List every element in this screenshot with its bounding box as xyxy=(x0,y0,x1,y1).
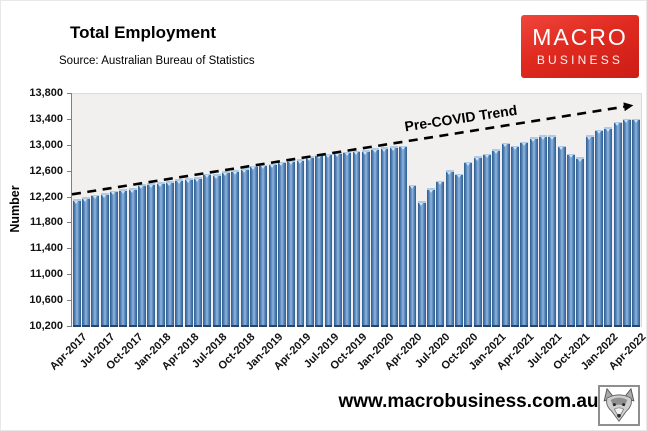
y-tick-label: 13,800 xyxy=(29,87,63,99)
bar-May-2020 xyxy=(417,201,426,327)
y-tick-label: 11,000 xyxy=(29,268,63,281)
bar-Mar-2018 xyxy=(175,179,184,327)
bar-Apr-2019 xyxy=(296,159,305,327)
bar-Feb-2018 xyxy=(165,181,174,327)
footer-url: www.macrobusiness.com.au xyxy=(338,391,599,412)
y-tick-label: 13,400 xyxy=(29,112,63,125)
bar-Feb-2021 xyxy=(501,142,510,327)
bar-Oct-2021 xyxy=(576,157,585,327)
fox-icon xyxy=(603,387,635,423)
bar-Apr-2020 xyxy=(408,184,417,327)
bar-May-2017 xyxy=(82,197,90,327)
bar-Sep-2018 xyxy=(231,170,240,327)
bar-Apr-2021 xyxy=(520,141,529,327)
y-tick-mark xyxy=(67,196,72,198)
bar-Mar-2020 xyxy=(399,145,408,327)
bar-Jun-2018 xyxy=(203,173,212,327)
fox-logo xyxy=(598,385,640,426)
bar-Jan-2021 xyxy=(492,149,501,327)
bar-Dec-2021 xyxy=(595,129,603,327)
bar-Nov-2017 xyxy=(137,184,146,327)
bar-Jul-2021 xyxy=(548,135,557,327)
y-tick-mark xyxy=(67,274,72,276)
bar-Nov-2018 xyxy=(249,165,258,327)
bar-Aug-2020 xyxy=(445,170,454,327)
y-tick-mark xyxy=(67,170,72,172)
bar-May-2018 xyxy=(193,177,202,327)
bar-May-2021 xyxy=(529,137,538,327)
bar-Aug-2021 xyxy=(557,145,566,327)
y-tick-label: 13,000 xyxy=(29,138,63,151)
y-tick-mark xyxy=(67,144,72,146)
bar-Jun-2017 xyxy=(91,194,100,327)
bar-Sep-2020 xyxy=(455,173,464,327)
macrobusiness-logo: MACRO BUSINESS xyxy=(521,15,639,78)
bar-Feb-2019 xyxy=(277,161,286,327)
bar-Jul-2017 xyxy=(100,193,109,327)
y-tick-label: 11,400 xyxy=(29,242,63,255)
bar-Oct-2020 xyxy=(464,161,473,327)
bar-Apr-2022 xyxy=(632,118,641,327)
bar-Nov-2019 xyxy=(361,150,370,327)
bar-Jul-2020 xyxy=(436,180,445,327)
bar-Apr-2018 xyxy=(184,178,193,327)
y-axis-line xyxy=(71,93,73,327)
bar-Nov-2021 xyxy=(585,135,594,327)
y-tick-mark xyxy=(67,326,72,327)
y-tick-mark xyxy=(67,118,72,120)
y-tick-label: 10,200 xyxy=(29,320,63,332)
bar-Jan-2018 xyxy=(156,182,165,327)
bar-Jan-2022 xyxy=(604,127,613,327)
bar-Mar-2021 xyxy=(511,145,520,327)
bar-Oct-2019 xyxy=(352,150,361,327)
bar-Dec-2020 xyxy=(483,153,492,327)
y-tick-label: 12,600 xyxy=(29,164,63,177)
bar-Mar-2022 xyxy=(623,118,631,327)
bar-Aug-2018 xyxy=(221,171,230,327)
plot-area: Pre-COVID Trend xyxy=(71,93,642,327)
chart-title: Total Employment xyxy=(70,23,217,42)
logo-text-macro: MACRO xyxy=(532,24,628,50)
bar-Jun-2021 xyxy=(539,135,547,327)
bar-Feb-2022 xyxy=(613,121,622,327)
y-tick-mark xyxy=(67,248,72,250)
bar-Jun-2020 xyxy=(427,188,436,327)
bar-Jan-2020 xyxy=(380,147,389,327)
y-axis-title: Number xyxy=(8,185,22,233)
bar-Oct-2018 xyxy=(240,168,249,327)
y-tick-label: 11,800 xyxy=(29,216,63,229)
bar-Jan-2019 xyxy=(268,163,277,327)
chart-source: Source: Australian Bureau of Statistics xyxy=(59,55,255,67)
y-tick-mark xyxy=(67,222,72,224)
y-tick-label: 10,600 xyxy=(29,294,63,307)
bar-Jul-2018 xyxy=(212,174,221,327)
bar-Feb-2020 xyxy=(389,146,398,327)
bar-Sep-2017 xyxy=(119,189,128,327)
bar-Mar-2019 xyxy=(287,160,296,327)
bar-Dec-2017 xyxy=(147,183,156,327)
bar-Aug-2017 xyxy=(110,190,118,327)
bar-Dec-2019 xyxy=(371,148,380,327)
y-tick-mark xyxy=(67,93,72,94)
bar-Sep-2021 xyxy=(567,153,575,327)
y-tick-label: 12,200 xyxy=(29,190,63,203)
bar-Nov-2020 xyxy=(473,156,482,327)
logo-text-business: BUSINESS xyxy=(536,53,624,67)
bar-Apr-2017 xyxy=(72,199,81,327)
y-tick-mark xyxy=(67,300,72,302)
bar-Jul-2019 xyxy=(324,153,333,327)
bar-Oct-2017 xyxy=(128,188,137,327)
bar-Sep-2019 xyxy=(343,151,352,327)
trend-line xyxy=(71,102,634,196)
